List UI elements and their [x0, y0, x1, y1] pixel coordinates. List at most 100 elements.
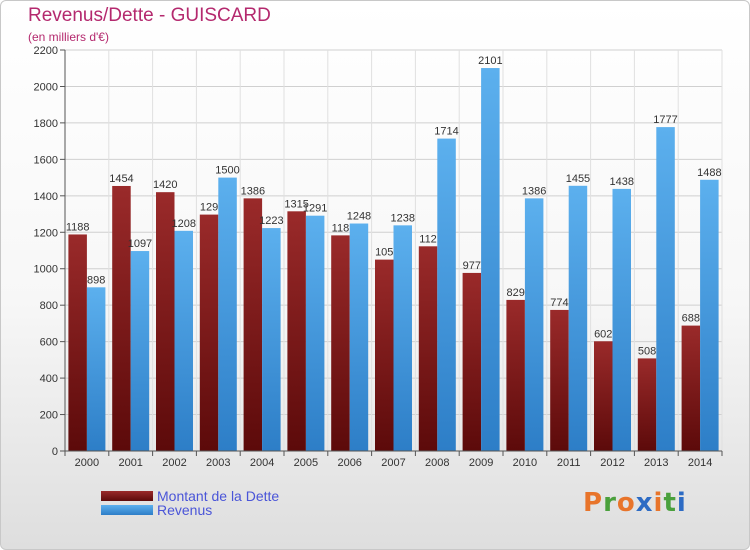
x-tick-label: 2007: [381, 457, 405, 469]
logo-letter: P: [583, 488, 604, 518]
data-label-dette: 1315: [284, 198, 308, 210]
bar-dette: [418, 246, 438, 451]
data-label-revenus: 1208: [172, 218, 196, 230]
data-label-dette: 977: [463, 260, 481, 272]
y-tick-label: 1400: [34, 191, 58, 203]
bar-dette: [550, 309, 569, 451]
logo-letter: t: [663, 488, 677, 518]
data-label-dette: 688: [682, 313, 700, 325]
bar-revenus: [437, 138, 456, 452]
data-label-revenus: 1223: [259, 215, 283, 227]
bar-revenus: [174, 230, 193, 451]
chart-subtitle: (en milliers d'€): [28, 30, 109, 44]
x-tick-label: 2013: [644, 457, 668, 469]
data-label-dette: 129: [200, 202, 218, 214]
data-label-revenus: 1438: [610, 176, 634, 188]
x-tick-label: 2009: [469, 457, 493, 469]
bar-dette: [243, 198, 263, 451]
y-tick-label: 1000: [34, 264, 58, 276]
legend-label-revenus: Revenus: [157, 502, 213, 518]
bar-revenus: [568, 185, 588, 451]
y-tick-label: 800: [40, 300, 58, 312]
y-tick-label: 400: [40, 373, 58, 385]
bar-dette: [681, 325, 701, 451]
data-label-revenus: 1500: [215, 165, 239, 177]
proxiti-logo: Proxiti: [583, 488, 687, 518]
legend-swatch-revenus: [101, 505, 153, 515]
bar-revenus: [656, 127, 675, 451]
data-label-revenus: 1097: [128, 238, 152, 250]
bar-dette: [462, 272, 482, 451]
data-label-dette: 602: [594, 328, 612, 340]
data-label-dette: 118: [332, 222, 350, 234]
x-tick-label: 2012: [600, 457, 624, 469]
data-label-dette: 1454: [109, 173, 133, 185]
bar-revenus: [86, 287, 106, 451]
data-label-dette: 508: [638, 345, 656, 357]
x-tick-label: 2002: [162, 457, 186, 469]
data-label-revenus: 2101: [478, 55, 502, 67]
y-tick-label: 2200: [34, 45, 58, 57]
data-label-dette: 1188: [66, 221, 90, 233]
x-tick-label: 2010: [513, 457, 537, 469]
bar-revenus: [524, 198, 544, 451]
logo-letter: r: [603, 488, 617, 518]
x-tick-label: 2005: [294, 457, 318, 469]
logo-letter: x: [635, 488, 654, 518]
x-tick-label: 2004: [250, 457, 274, 469]
data-label-revenus: 1455: [566, 173, 590, 185]
bar-revenus: [305, 215, 325, 451]
data-label-dette: 1420: [153, 179, 177, 191]
data-label-dette: 112: [419, 233, 437, 245]
bar-revenus: [393, 225, 412, 451]
bar-dette: [375, 259, 394, 451]
bar-revenus: [700, 179, 719, 451]
x-tick-label: 2000: [75, 457, 99, 469]
data-label-revenus: 1777: [653, 114, 677, 126]
bar-dette: [637, 358, 657, 451]
bar-dette: [156, 192, 175, 451]
bar-revenus: [130, 251, 150, 451]
bar-dette: [331, 235, 350, 451]
bar-dette: [112, 185, 131, 451]
bar-revenus: [218, 177, 237, 451]
y-tick-label: 1200: [34, 227, 58, 239]
bar-dette: [506, 299, 525, 451]
bar-dette: [287, 211, 306, 451]
x-tick-label: 2014: [688, 457, 712, 469]
bar-revenus: [262, 228, 281, 451]
data-label-revenus: 1291: [303, 203, 327, 215]
y-tick-label: 600: [40, 337, 58, 349]
data-label-revenus: 1488: [697, 167, 721, 179]
chart-title: Revenus/Dette - GUISCARD: [28, 5, 271, 26]
logo-letter: i: [653, 488, 664, 518]
x-tick-label: 2001: [118, 457, 142, 469]
data-label-revenus: 898: [87, 274, 105, 286]
legend-label-dette: Montant de la Dette: [157, 488, 280, 504]
x-tick-label: 2006: [337, 457, 361, 469]
bar-revenus: [349, 223, 369, 451]
data-label-revenus: 1386: [522, 185, 546, 197]
data-label-dette: 105: [375, 247, 393, 259]
bar-dette: [199, 214, 219, 451]
legend-swatch-dette: [101, 491, 153, 501]
bar-dette: [594, 341, 613, 451]
x-tick-label: 2011: [557, 457, 581, 469]
bar-revenus: [481, 68, 500, 452]
data-label-dette: 1386: [241, 185, 265, 197]
y-tick-label: 2000: [34, 81, 58, 93]
data-labels: 1188898145410971420120812915001386122313…: [66, 55, 722, 357]
axes: 0 200 400 600 800 1000 1200 1400 1600 1800 2000 220…: [34, 45, 723, 469]
bars: [68, 68, 719, 452]
logo-letter: o: [616, 488, 636, 518]
bar-dette: [68, 234, 87, 451]
data-label-revenus: 1238: [391, 212, 415, 224]
data-label-dette: 829: [506, 287, 524, 299]
data-label-revenus: 1248: [347, 211, 371, 223]
data-label-dette: 774: [550, 297, 568, 309]
y-tick-label: 0: [52, 446, 58, 458]
y-tick-label: 200: [40, 410, 58, 422]
y-tick-label: 1800: [34, 118, 58, 130]
